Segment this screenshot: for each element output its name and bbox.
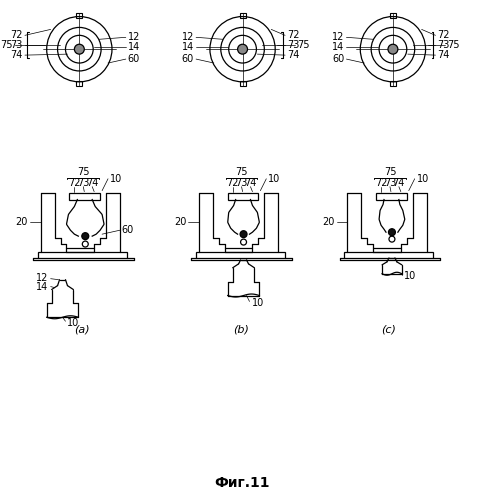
Text: 74: 74: [437, 50, 450, 60]
Text: 73: 73: [235, 178, 248, 188]
Text: 75: 75: [235, 167, 248, 177]
Text: 73: 73: [437, 40, 450, 50]
Text: 73: 73: [287, 40, 299, 50]
Text: 60: 60: [128, 54, 140, 64]
Text: 72: 72: [11, 30, 23, 40]
Circle shape: [238, 44, 248, 54]
Circle shape: [388, 44, 398, 54]
Circle shape: [82, 232, 89, 239]
Circle shape: [75, 44, 84, 54]
Bar: [376, 192, 407, 200]
Text: 74: 74: [287, 50, 299, 60]
Text: 72: 72: [68, 178, 81, 188]
Text: 14: 14: [182, 42, 194, 52]
Text: 60: 60: [332, 54, 345, 64]
Text: 72: 72: [287, 30, 300, 40]
Text: 10: 10: [417, 174, 429, 184]
Text: 20: 20: [15, 218, 28, 228]
Text: 10: 10: [66, 318, 79, 328]
Text: 72: 72: [227, 178, 239, 188]
Text: 75: 75: [384, 167, 396, 177]
Bar: [69, 192, 100, 200]
Text: 12: 12: [182, 32, 194, 42]
Text: 74: 74: [86, 178, 98, 188]
Text: 74: 74: [392, 178, 405, 188]
Bar: [390, 81, 396, 86]
Text: 75: 75: [447, 40, 460, 50]
Text: 75: 75: [0, 40, 13, 50]
Text: 20: 20: [174, 218, 186, 228]
Text: Фиг.11: Фиг.11: [214, 476, 269, 490]
Text: 75: 75: [297, 40, 309, 50]
Text: 10: 10: [404, 270, 416, 280]
Text: 60: 60: [122, 225, 134, 235]
Text: 72: 72: [437, 30, 450, 40]
Text: 73: 73: [11, 40, 23, 50]
Bar: [345, 252, 434, 258]
Text: 12: 12: [36, 272, 49, 282]
Circle shape: [240, 230, 247, 237]
Text: 10: 10: [110, 174, 122, 184]
Bar: [390, 12, 396, 18]
Text: (c): (c): [381, 324, 396, 334]
Text: 73: 73: [384, 178, 396, 188]
Text: 74: 74: [11, 50, 23, 60]
Bar: [239, 81, 246, 86]
Text: (a): (a): [75, 324, 90, 334]
Text: 14: 14: [36, 282, 49, 292]
Bar: [196, 252, 285, 258]
Text: 10: 10: [268, 174, 281, 184]
Text: 60: 60: [182, 54, 194, 64]
Bar: [76, 12, 82, 18]
Text: 74: 74: [244, 178, 257, 188]
Text: 14: 14: [332, 42, 345, 52]
Bar: [228, 192, 259, 200]
Text: (b): (b): [233, 324, 249, 334]
Bar: [239, 12, 246, 18]
Circle shape: [389, 228, 395, 235]
Text: 72: 72: [375, 178, 387, 188]
Bar: [76, 81, 82, 86]
Bar: [38, 252, 127, 258]
Text: 75: 75: [77, 167, 89, 177]
Text: 12: 12: [332, 32, 345, 42]
Text: 10: 10: [251, 298, 264, 308]
Text: 20: 20: [322, 218, 335, 228]
Text: 73: 73: [77, 178, 89, 188]
Text: 14: 14: [128, 42, 140, 52]
Text: 12: 12: [128, 32, 140, 42]
